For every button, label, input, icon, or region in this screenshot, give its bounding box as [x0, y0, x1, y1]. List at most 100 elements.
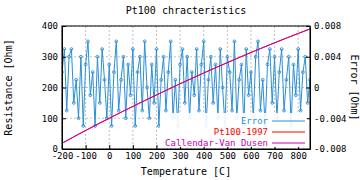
series-marker — [261, 78, 264, 81]
tick: 0 — [306, 83, 319, 93]
y-axis: 0100200300400 — [42, 21, 66, 154]
tick: 0.004 — [306, 52, 341, 62]
grid-line-x — [109, 26, 110, 149]
series-marker — [254, 55, 257, 58]
series-marker — [214, 63, 217, 66]
tick-mark — [62, 57, 66, 58]
series-marker — [72, 101, 75, 104]
tick-mark — [86, 145, 87, 149]
legend-label: Error — [241, 116, 269, 126]
tick-mark — [62, 149, 66, 150]
legend: ErrorPt100-1997Callendar-Van Dusen — [160, 113, 307, 148]
legend-label: Pt100-1997 — [214, 127, 268, 137]
series-marker — [278, 71, 281, 74]
tick-mark — [133, 145, 134, 149]
series-marker — [231, 109, 234, 112]
tick: 300 — [42, 52, 66, 62]
axis-line — [310, 27, 311, 150]
tick-label: 600 — [243, 151, 259, 161]
series-marker — [77, 117, 80, 120]
tick: 100 — [125, 145, 141, 161]
series-marker — [240, 63, 243, 66]
series-marker — [271, 101, 274, 104]
series-marker — [179, 63, 182, 66]
series-marker — [174, 78, 177, 81]
series-marker — [200, 63, 203, 66]
chart-svg: -200-10001002003004005006007008000100200… — [0, 0, 360, 180]
tick-mark — [62, 118, 66, 119]
legend-background — [160, 113, 307, 147]
tick-label: 800 — [291, 151, 307, 161]
tick-mark — [62, 88, 66, 89]
series-marker — [157, 125, 160, 128]
series-marker — [65, 109, 68, 112]
series-marker — [228, 71, 231, 74]
chart: -200-10001002003004005006007008000100200… — [0, 0, 360, 180]
tick-label: 0 — [107, 151, 112, 161]
series-marker — [101, 48, 104, 51]
series-marker — [209, 55, 212, 58]
series-marker — [136, 71, 139, 74]
plot-frame — [62, 26, 310, 149]
series-marker — [247, 94, 250, 97]
y2-axis-title: Error [Ohm] — [349, 54, 360, 120]
tick: 700 — [267, 145, 283, 161]
series-marker — [212, 101, 215, 104]
series-marker — [131, 48, 134, 51]
series-marker — [193, 94, 196, 97]
series-marker — [181, 48, 184, 51]
tick-mark — [62, 26, 66, 27]
series-marker — [169, 40, 172, 43]
grid-line-x — [132, 26, 133, 149]
series-marker — [87, 40, 90, 43]
series-marker — [306, 101, 309, 104]
grid-line-y — [62, 56, 310, 57]
tick-mark — [156, 145, 157, 149]
chart-title: Pt100 chracteristics — [126, 5, 246, 16]
series-marker — [115, 40, 118, 43]
series-marker — [129, 94, 132, 97]
tick-label: 400 — [196, 151, 212, 161]
tick-label: 0.004 — [314, 52, 341, 62]
series-marker — [91, 71, 94, 74]
series-marker — [198, 109, 201, 112]
series-marker — [287, 55, 290, 58]
series-marker — [134, 125, 137, 128]
series-marker — [268, 48, 271, 51]
legend-swatch — [272, 121, 305, 122]
tick: -100 — [75, 145, 97, 161]
tick: 200 — [149, 145, 165, 161]
tick: 800 — [291, 145, 307, 161]
tick: 400 — [42, 21, 66, 31]
tick-mark — [306, 149, 310, 150]
tick: -0.008 — [306, 144, 347, 154]
tick-label: 300 — [172, 151, 188, 161]
series-marker — [191, 71, 194, 74]
series-marker — [259, 109, 262, 112]
series-marker — [207, 78, 210, 81]
series-marker — [280, 48, 283, 51]
series-marker — [233, 40, 236, 43]
tick-label: -0.008 — [314, 144, 347, 154]
tick-mark — [306, 57, 310, 58]
tick-label: 100 — [42, 114, 58, 124]
grid-line-x — [156, 26, 157, 149]
series-marker — [167, 71, 170, 74]
grid — [62, 26, 310, 149]
tick-label: 200 — [149, 151, 165, 161]
series-marker — [75, 78, 78, 81]
tick-label: 0.008 — [314, 21, 341, 31]
series-marker — [162, 55, 165, 58]
tick-label: 300 — [42, 52, 58, 62]
series-marker — [219, 48, 222, 51]
axis-line — [63, 149, 311, 150]
tick-label: 500 — [220, 151, 236, 161]
tick: -0.004 — [306, 114, 347, 124]
series-marker — [202, 40, 205, 43]
series-marker — [122, 55, 125, 58]
series-marker — [139, 55, 142, 58]
series-marker — [113, 71, 116, 74]
series-marker — [146, 86, 149, 89]
series-marker — [153, 101, 156, 104]
series-marker — [108, 63, 111, 66]
